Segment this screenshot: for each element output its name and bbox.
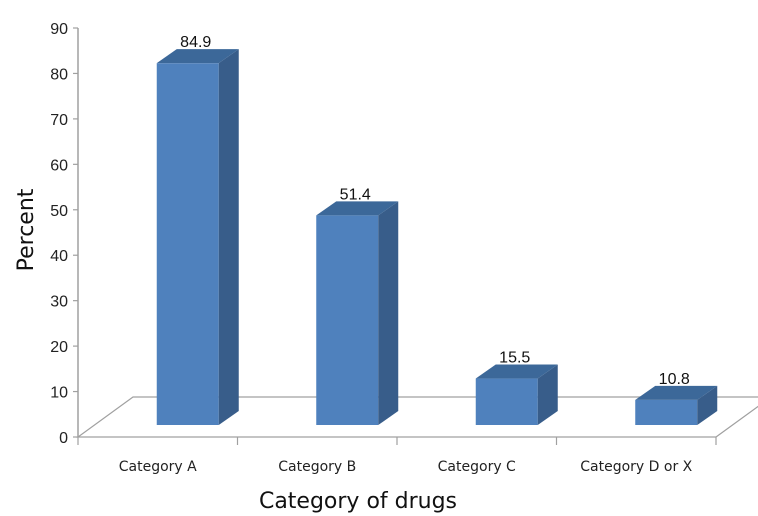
x-tick-label: Category A: [119, 459, 197, 475]
bar-side: [697, 385, 718, 425]
bar-top: [475, 364, 558, 379]
bar-side: [378, 201, 399, 425]
bar: [156, 63, 219, 425]
bar-side: [537, 364, 558, 425]
bar: [635, 399, 698, 425]
y-tick-label: 90: [50, 21, 68, 38]
y-tick-label: 10: [50, 385, 68, 402]
y-tick-label: 0: [59, 430, 68, 447]
bar: [475, 378, 538, 425]
y-tick-label: 60: [50, 157, 68, 174]
chart-axes: [73, 27, 758, 445]
y-tick-label: 30: [50, 294, 68, 311]
y-tick-label: 70: [50, 112, 68, 129]
y-tick-label: 80: [50, 66, 68, 83]
bar-side: [218, 49, 239, 425]
chart-floor: [76, 396, 758, 438]
bar-top: [316, 201, 399, 216]
chart-labels: 0 10 20 30 40 50 60 70 80 90 Category A 84.9 Categor…: [50, 21, 692, 475]
x-tick-label: Category B: [278, 459, 356, 475]
x-axis-title: Category of drugs: [259, 489, 457, 514]
x-tick-label: Category C: [438, 459, 516, 475]
y-tick-label: 40: [50, 248, 68, 265]
x-tick-label: Category D or X: [580, 459, 692, 475]
data-label: 51.4: [340, 186, 371, 203]
bar-top: [156, 49, 239, 64]
data-label: 15.5: [499, 350, 530, 367]
data-label: 84.9: [180, 34, 211, 51]
chart-bars: [156, 49, 718, 425]
y-axis-title: Percent: [14, 188, 39, 271]
bar: [316, 215, 379, 425]
y-tick-label: 50: [50, 203, 68, 220]
bar-top: [635, 385, 718, 400]
y-tick-label: 20: [50, 339, 68, 356]
data-label: 10.8: [659, 371, 690, 388]
